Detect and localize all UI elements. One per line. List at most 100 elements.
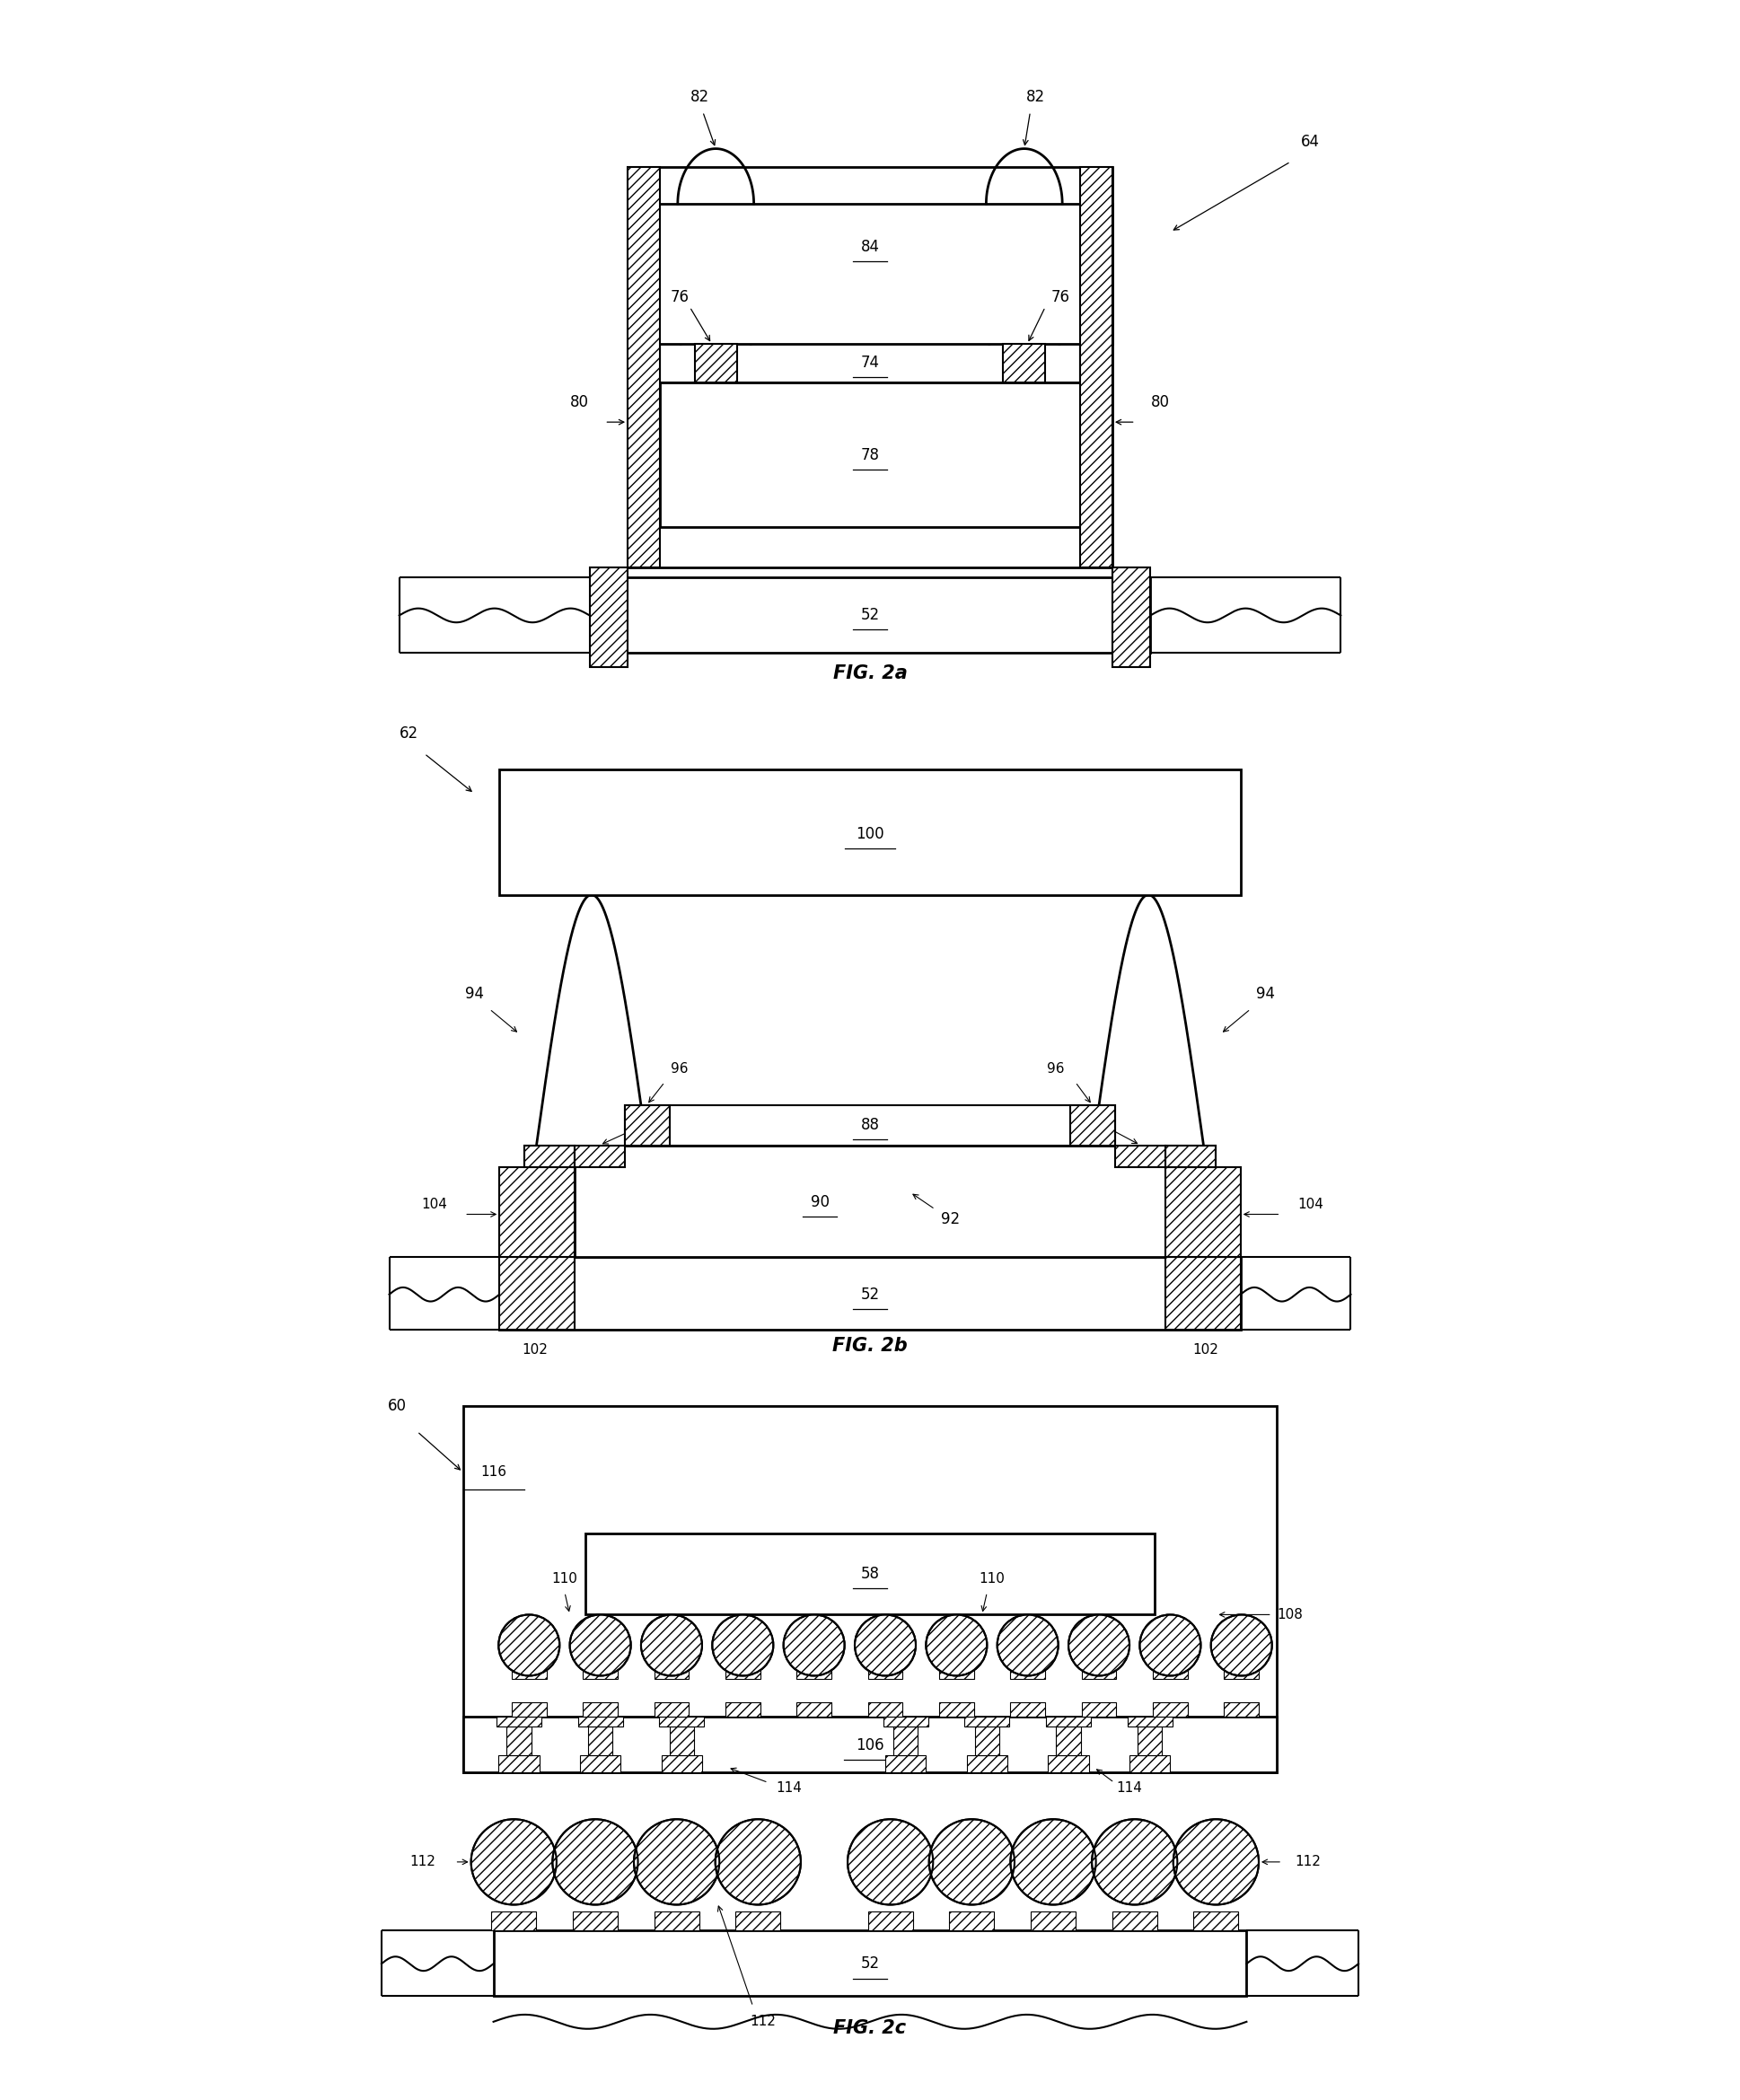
Bar — [499, 1756, 539, 1772]
Bar — [974, 1726, 999, 1756]
Text: 58: 58 — [861, 1567, 879, 1581]
Text: 106: 106 — [856, 1737, 884, 1754]
Bar — [628, 204, 1112, 344]
Circle shape — [1211, 1615, 1272, 1676]
Bar — [1138, 1726, 1162, 1756]
Bar — [1082, 1665, 1117, 1678]
Text: 60: 60 — [388, 1399, 405, 1413]
Bar — [940, 1665, 974, 1678]
Text: 92: 92 — [941, 1212, 959, 1226]
Bar — [736, 1911, 781, 1930]
Bar — [496, 1716, 541, 1726]
Bar — [654, 1665, 689, 1678]
Bar — [1011, 1665, 1046, 1678]
Text: 114: 114 — [776, 1781, 802, 1793]
Circle shape — [715, 1819, 800, 1905]
Bar — [797, 1665, 832, 1678]
Text: 114: 114 — [1117, 1781, 1143, 1793]
Text: 102: 102 — [1192, 1342, 1218, 1357]
Bar — [574, 1145, 1166, 1258]
Bar — [491, 1911, 536, 1930]
Text: 96: 96 — [1046, 1063, 1065, 1075]
Bar — [463, 1716, 1277, 1772]
Bar — [886, 1756, 926, 1772]
Circle shape — [472, 1819, 557, 1905]
Text: 102: 102 — [522, 1342, 548, 1357]
Bar — [797, 1703, 832, 1716]
Bar — [726, 1703, 760, 1716]
Circle shape — [553, 1819, 639, 1905]
Text: 82: 82 — [1027, 88, 1044, 105]
Bar — [967, 1756, 1007, 1772]
Bar — [588, 1726, 612, 1756]
Bar — [1128, 1716, 1173, 1726]
Text: 116: 116 — [480, 1466, 506, 1478]
Bar — [1154, 1665, 1187, 1678]
Circle shape — [633, 1819, 719, 1905]
Bar — [625, 1105, 1115, 1145]
Circle shape — [569, 1615, 632, 1676]
Text: FIG. 2c: FIG. 2c — [833, 2018, 907, 2037]
Text: 108: 108 — [1277, 1609, 1303, 1621]
Bar — [654, 1703, 689, 1716]
Text: FIG. 2b: FIG. 2b — [832, 1336, 908, 1354]
Text: 112: 112 — [409, 1854, 435, 1869]
Bar — [499, 1258, 574, 1329]
Bar — [1166, 1145, 1216, 1168]
Text: 96: 96 — [672, 1063, 689, 1075]
Bar — [1166, 1258, 1241, 1329]
Bar — [1112, 567, 1150, 668]
Bar — [1154, 1703, 1187, 1716]
Text: 52: 52 — [861, 1955, 879, 1972]
Bar — [583, 1665, 618, 1678]
Bar — [512, 1665, 546, 1678]
Bar — [1166, 1145, 1216, 1168]
Bar — [1030, 1911, 1075, 1930]
Bar — [463, 1407, 1277, 1772]
Text: 98: 98 — [640, 1113, 658, 1126]
Bar — [512, 1703, 546, 1716]
Bar — [1129, 1756, 1171, 1772]
Bar — [1056, 1726, 1081, 1756]
Bar — [659, 1716, 705, 1726]
Circle shape — [997, 1615, 1058, 1676]
Text: 74: 74 — [861, 355, 879, 372]
Bar — [583, 1703, 618, 1716]
Bar — [499, 769, 1241, 895]
Text: 104: 104 — [421, 1197, 447, 1212]
Bar — [868, 1703, 903, 1716]
Bar — [964, 1716, 1009, 1726]
Bar — [628, 166, 1112, 567]
Bar — [670, 1726, 694, 1756]
Text: 76: 76 — [1051, 290, 1070, 304]
Bar — [1194, 1911, 1239, 1930]
Bar — [1081, 166, 1112, 567]
Bar — [590, 567, 628, 668]
Bar — [578, 1716, 623, 1726]
Bar — [1225, 1665, 1258, 1678]
Bar — [628, 166, 659, 567]
Bar — [1166, 1168, 1241, 1258]
Circle shape — [847, 1819, 933, 1905]
Bar — [625, 1105, 670, 1145]
Bar — [694, 344, 736, 382]
Circle shape — [1093, 1819, 1178, 1905]
Bar — [1046, 1716, 1091, 1726]
Bar — [1011, 1703, 1046, 1716]
Circle shape — [499, 1615, 560, 1676]
Text: 64: 64 — [1302, 134, 1321, 149]
Bar — [661, 1756, 701, 1772]
Bar — [1112, 1911, 1157, 1930]
Bar — [1047, 1756, 1089, 1772]
Bar — [499, 1258, 1241, 1329]
Bar — [950, 1911, 994, 1930]
Circle shape — [1068, 1615, 1129, 1676]
Bar — [893, 1726, 917, 1756]
Bar — [590, 578, 1150, 653]
Bar — [524, 1145, 574, 1168]
Text: 52: 52 — [861, 1287, 879, 1302]
Bar — [1082, 1703, 1117, 1716]
Text: 112: 112 — [750, 2016, 776, 2029]
Text: 98: 98 — [1082, 1113, 1100, 1126]
Circle shape — [640, 1615, 701, 1676]
